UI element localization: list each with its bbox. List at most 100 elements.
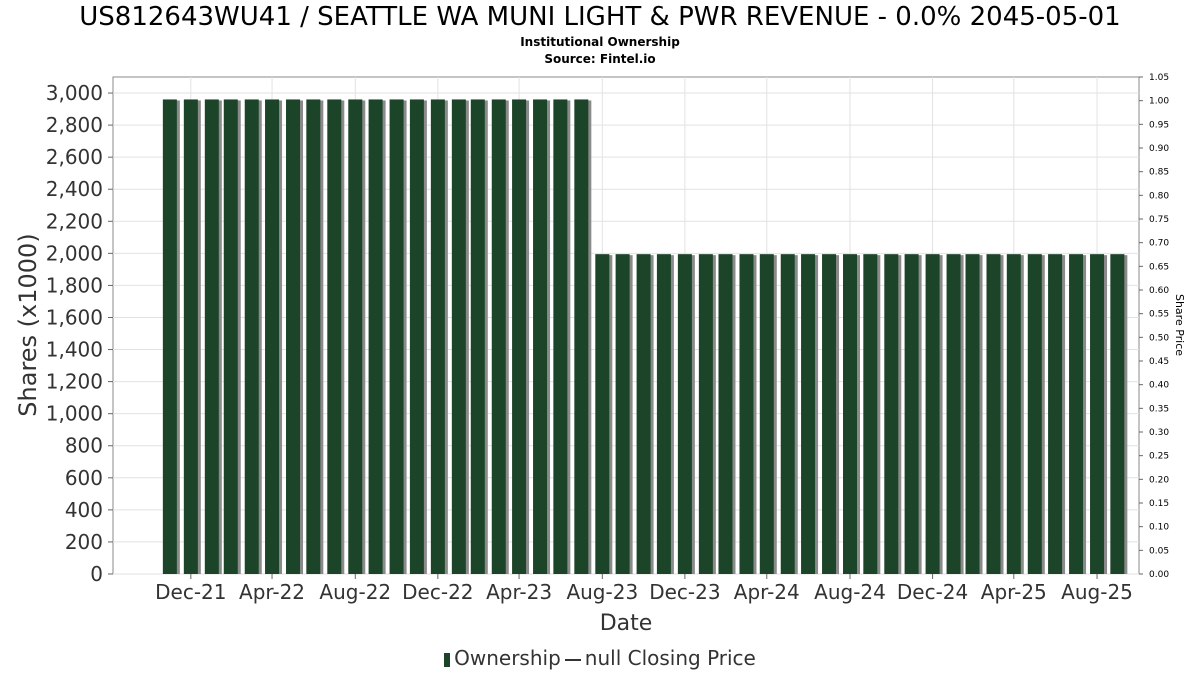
ownership-bar [204, 99, 219, 574]
y2-tick-label: 0.70 [1149, 239, 1169, 249]
y-tick-label: 2,200 [46, 209, 103, 233]
ownership-bar [1027, 254, 1042, 575]
y2-tick-label: 0.85 [1149, 168, 1169, 178]
y2-tick-label: 0.95 [1149, 120, 1169, 130]
ownership-bar [574, 99, 589, 574]
ownership-bar [265, 99, 280, 574]
y2-tick-label: 0.00 [1149, 570, 1169, 580]
legend-ownership-label: Ownership [454, 646, 561, 670]
y2-axis: 0.00 0.05 0.10 0.15 0.20 0.25 0.30 0.35 0.40 0.45… [1139, 73, 1169, 580]
y-tick-label: 600 [65, 466, 103, 490]
y-tick-label: 1,400 [46, 338, 103, 362]
y2-tick-label: 0.45 [1149, 357, 1169, 367]
ownership-bar [636, 254, 651, 575]
y-tick-label: 200 [65, 530, 103, 554]
ownership-bar [1069, 254, 1084, 575]
ownership-bar [863, 254, 878, 575]
x-tick-label: Apr-23 [486, 580, 552, 604]
ownership-bar [1048, 254, 1063, 575]
y-tick-label: 0 [90, 562, 103, 586]
y-axis: 0 200 400 600 800 1,000 1,200 1,400 1,600 1,800 2,… [46, 81, 113, 586]
y2-tick-label: 0.55 [1149, 310, 1169, 320]
bars-layer [162, 99, 1128, 575]
x-tick-label: Dec-21 [155, 580, 226, 604]
ownership-bar [904, 254, 919, 575]
ownership-bar [759, 254, 774, 575]
ownership-bar [986, 254, 1001, 575]
ownership-bar [843, 254, 858, 575]
ownership-bar [780, 254, 795, 575]
ownership-bar [348, 99, 363, 574]
x-tick-label: Aug-24 [814, 580, 886, 604]
ownership-bar [946, 254, 961, 575]
legend: Ownership null Closing Price [0, 646, 1200, 670]
ownership-legend-swatch [444, 652, 451, 667]
ownership-bar [286, 99, 301, 574]
y-tick-label: 2,400 [46, 177, 103, 201]
y2-tick-label: 0.75 [1149, 215, 1169, 225]
y-tick-label: 2,000 [46, 241, 103, 265]
ownership-bar [822, 254, 837, 575]
ownership-bar [884, 254, 899, 575]
x-tick-label: Aug-25 [1061, 580, 1133, 604]
ownership-bar [244, 99, 259, 574]
y2-tick-label: 0.35 [1149, 404, 1169, 414]
x-axis: Dec-21 Apr-22 Aug-22 Dec-22 Apr-23 Aug-23 Dec-… [155, 574, 1133, 604]
ownership-bar [223, 99, 238, 574]
y2-tick-label: 1.00 [1149, 97, 1169, 107]
ownership-bar [430, 99, 445, 574]
y2-tick-label: 0.15 [1149, 499, 1169, 509]
ownership-bar [925, 254, 940, 575]
y2-tick-label: 0.40 [1149, 381, 1169, 391]
y-tick-label: 800 [65, 434, 103, 458]
ownership-bar [533, 99, 548, 574]
y2-tick-label: 0.50 [1149, 333, 1169, 343]
ownership-bar [389, 99, 404, 574]
chart-subtitle: Institutional Ownership [520, 35, 680, 49]
y2-tick-label: 0.60 [1149, 286, 1169, 296]
ownership-bar [1006, 254, 1021, 575]
chart-title: US812643WU41 / SEATTLE WA MUNI LIGHT & P… [79, 2, 1121, 32]
y-tick-label: 2,600 [46, 145, 103, 169]
y-tick-label: 2,800 [46, 113, 103, 137]
y2-tick-label: 0.10 [1149, 523, 1169, 533]
legend-price-label: null Closing Price [584, 646, 756, 670]
ownership-bar [409, 99, 424, 574]
ownership-bar [553, 99, 568, 574]
ownership-bar [306, 99, 321, 574]
ownership-bar [327, 99, 342, 574]
y2-tick-label: 0.65 [1149, 262, 1169, 272]
y-tick-label: 3,000 [46, 81, 103, 105]
price-legend-swatch [564, 658, 581, 661]
x-axis-label: Date [600, 611, 653, 636]
ownership-bar [739, 254, 754, 575]
ownership-bar [183, 99, 198, 574]
y-axis-label: Shares (x1000) [14, 233, 42, 416]
ownership-bar [698, 254, 713, 575]
ownership-bar [1090, 254, 1105, 575]
ownership-bar [470, 99, 485, 574]
ownership-bar [1110, 254, 1125, 575]
y-tick-label: 400 [65, 498, 103, 522]
x-tick-label: Aug-22 [319, 580, 391, 604]
x-tick-label: Dec-23 [649, 580, 720, 604]
y2-tick-label: 0.80 [1149, 191, 1169, 201]
ownership-bar [656, 254, 671, 575]
ownership-bar [368, 99, 383, 574]
chart-source: Source: Fintel.io [544, 52, 656, 66]
y-tick-label: 1,800 [46, 273, 103, 297]
y-tick-label: 1,000 [46, 402, 103, 426]
ownership-bar [162, 99, 177, 574]
x-tick-label: Apr-25 [981, 580, 1047, 604]
x-tick-label: Apr-24 [734, 580, 800, 604]
x-tick-label: Dec-24 [897, 580, 968, 604]
ownership-bar [801, 254, 816, 575]
ownership-bar [677, 254, 692, 575]
y-tick-label: 1,600 [46, 305, 103, 329]
ownership-bar [718, 254, 733, 575]
y2-tick-label: 0.05 [1149, 546, 1169, 556]
ownership-bar [491, 99, 506, 574]
ownership-bar [615, 254, 630, 575]
y2-tick-label: 1.05 [1149, 73, 1169, 83]
